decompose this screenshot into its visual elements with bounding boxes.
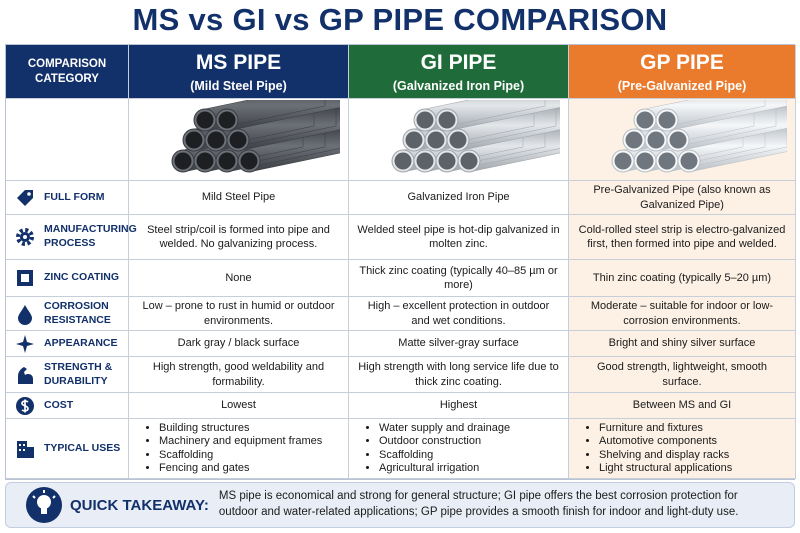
- value-cell: Good strength, lightweight, smooth surfa…: [569, 357, 796, 393]
- use-item: Building structures: [159, 422, 340, 436]
- use-item: Outdoor construction: [379, 435, 560, 449]
- pipe-subtitle: (Mild Steel Pipe): [190, 79, 287, 94]
- pipe-image-cell: [349, 99, 569, 181]
- category-icon: [16, 396, 34, 415]
- value-cell: Furniture and fixturesAutomotive compone…: [569, 419, 796, 479]
- category-label: STRENGTH & DURABILITY: [44, 360, 113, 387]
- category-label: TYPICAL USES: [44, 441, 121, 454]
- blank-cell: [6, 99, 129, 181]
- value-cell: Matte silver-gray surface: [349, 331, 569, 357]
- value-cell: Galvanized Iron Pipe: [349, 181, 569, 215]
- value-cell: Bright and shiny silver surface: [569, 331, 796, 357]
- value-cell: Welded steel pipe is hot-dip galvanized …: [349, 215, 569, 260]
- use-item: Machinery and equipment frames: [159, 435, 340, 449]
- value-cell: Thin zinc coating (typically 5–20 µm): [569, 260, 796, 297]
- category-cell: MANUFACTURING PROCESS: [6, 215, 137, 260]
- value-cell: None: [129, 260, 349, 297]
- value-cell: Thick zinc coating (typically 40–85 µm o…: [349, 260, 569, 297]
- use-item: Agricultural irrigation: [379, 462, 560, 476]
- value-cell: High strength with long service life due…: [349, 357, 569, 393]
- value-cell: High – excellent protection in outdoor a…: [349, 297, 569, 331]
- use-item: Shelving and display racks: [599, 449, 787, 463]
- value-cell: Steel strip/coil is formed into pipe and…: [129, 215, 349, 260]
- value-cell: Highest: [349, 393, 569, 419]
- use-item: Light structural applications: [599, 462, 787, 476]
- category-label: ZINC COATING: [44, 271, 120, 284]
- category-icon: [17, 189, 33, 206]
- category-label: COST: [44, 398, 74, 411]
- category-icon: [16, 334, 34, 353]
- category-label: FULL FORM: [44, 190, 105, 203]
- pipe-name: GP PIPE: [640, 50, 724, 74]
- category-cell: ZINC COATING: [6, 260, 129, 297]
- category-icon: [17, 270, 33, 286]
- use-list: Building structuresMachinery and equipme…: [145, 422, 340, 476]
- value-cell: Lowest: [129, 393, 349, 419]
- use-item: Water supply and drainage: [379, 422, 560, 436]
- category-label: MANUFACTURING PROCESS: [44, 223, 137, 249]
- pipe-image: [391, 99, 560, 172]
- use-list: Water supply and drainageOutdoor constru…: [365, 422, 560, 476]
- use-list: Furniture and fixturesAutomotive compone…: [585, 422, 787, 476]
- value-cell: Cold-rolled steel strip is electro-galva…: [569, 215, 796, 260]
- pipe-subtitle: (Pre-Galvanized Pipe): [617, 79, 747, 94]
- use-item: Automotive components: [599, 435, 787, 449]
- pipe-name: MS PIPE: [195, 50, 282, 74]
- pipe-name: GI PIPE: [420, 50, 497, 74]
- pipe-image: [171, 99, 340, 172]
- column-header: MS PIPE (Mild Steel Pipe): [129, 45, 349, 99]
- use-item: Scaffolding: [379, 449, 560, 463]
- value-cell: Dark gray / black surface: [129, 331, 349, 357]
- value-cell: High strength, good weldability and form…: [129, 357, 349, 393]
- category-icon: [18, 366, 33, 384]
- comparison-table: COMPARISON CATEGORY MS PIPE (Mild Steel P…: [5, 44, 796, 480]
- use-item: Fencing and gates: [159, 462, 340, 476]
- pipe-subtitle: (Galvanized Iron Pipe): [392, 79, 525, 94]
- pipe-image: [611, 99, 787, 172]
- category-icon: [16, 228, 34, 246]
- column-header: GP PIPE (Pre-Galvanized Pipe): [569, 45, 796, 99]
- category-cell: COST: [6, 393, 129, 419]
- category-cell: CORROSION RESISTANCE: [6, 297, 129, 331]
- pipe-image-cell: [569, 99, 796, 181]
- value-cell: Between MS and GI: [569, 393, 796, 419]
- category-label: CORROSION RESISTANCE: [44, 299, 111, 326]
- value-cell: Water supply and drainageOutdoor constru…: [349, 419, 569, 479]
- category-cell: TYPICAL USES: [6, 419, 129, 479]
- value-cell: Moderate – suitable for indoor or low-co…: [569, 297, 796, 331]
- category-cell: APPEARANCE: [6, 331, 129, 357]
- pipe-image-cell: [129, 99, 349, 181]
- column-header: GI PIPE (Galvanized Iron Pipe): [349, 45, 569, 99]
- takeaway-label: QUICK TAKEAWAY:: [70, 496, 209, 514]
- use-item: Scaffolding: [159, 449, 340, 463]
- takeaway-text: MS pipe is economical and strong for gen…: [218, 490, 739, 518]
- use-item: Furniture and fixtures: [599, 422, 787, 436]
- value-cell: Low – prone to rust in humid or outdoor …: [129, 297, 349, 331]
- value-cell: Mild Steel Pipe: [129, 181, 349, 215]
- category-header: COMPARISON CATEGORY: [6, 45, 129, 99]
- category-label: APPEARANCE: [44, 336, 118, 349]
- title: MS vs GI vs GP PIPE COMPARISON: [132, 2, 668, 37]
- category-cell: FULL FORM: [6, 181, 129, 215]
- category-icon: [18, 304, 32, 325]
- takeaway: QUICK TAKEAWAY: MS pipe is economical an…: [5, 482, 795, 528]
- category-icon: [17, 440, 34, 458]
- category-cell: STRENGTH & DURABILITY: [6, 357, 129, 393]
- value-cell: Pre-Galvanized Pipe (also known as Galva…: [569, 181, 796, 215]
- value-cell: Building structuresMachinery and equipme…: [129, 419, 349, 479]
- bulb-icon: [26, 487, 62, 523]
